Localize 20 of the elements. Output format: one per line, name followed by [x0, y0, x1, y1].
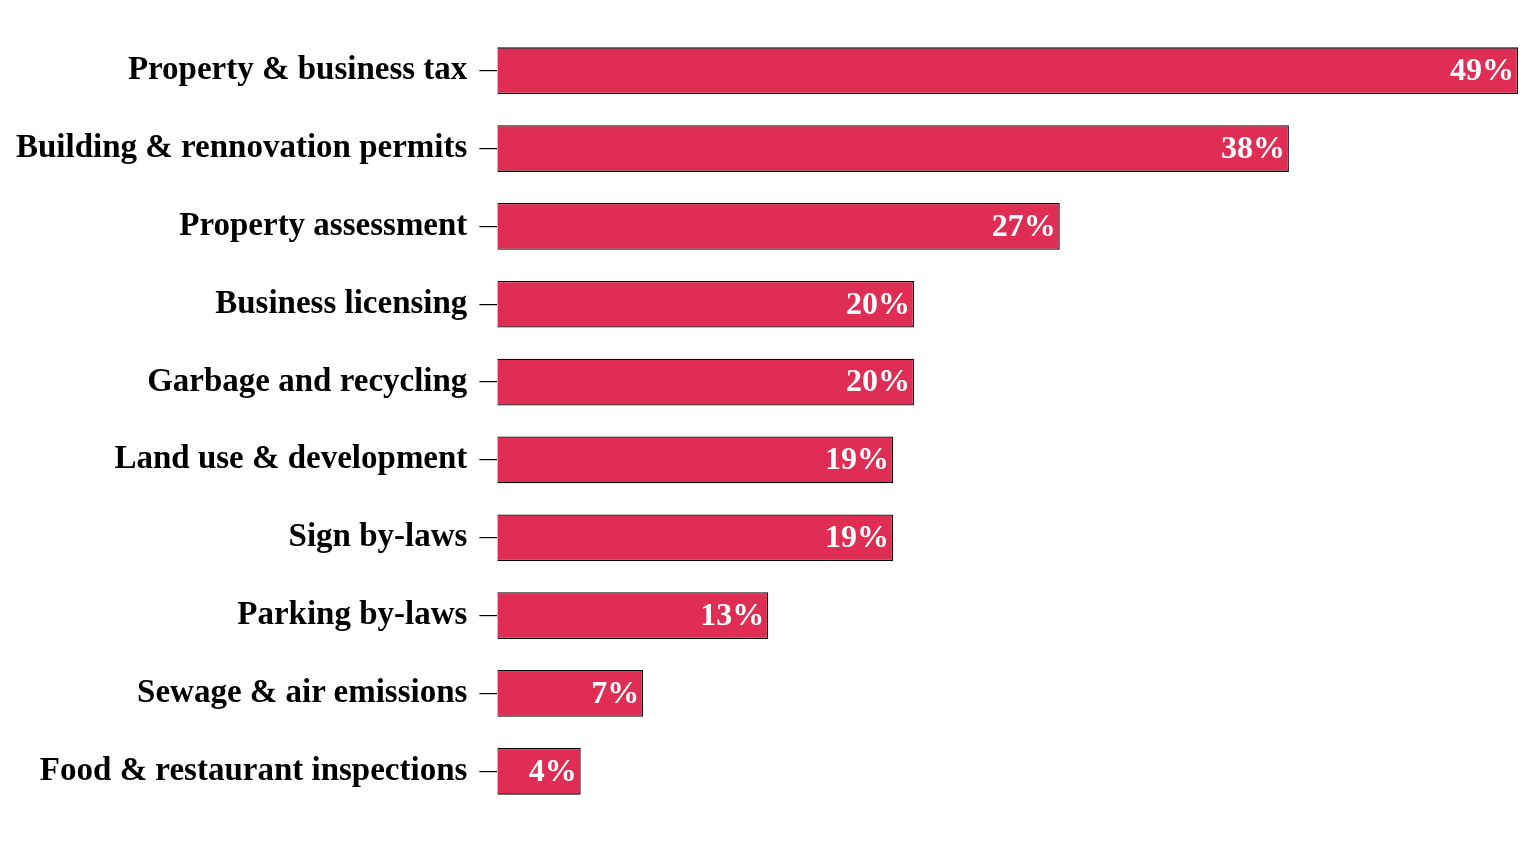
- y-tick-label: Garbage and recycling: [147, 361, 468, 398]
- y-tick-label: Food & restaurant inspections: [39, 750, 468, 787]
- data-label: 7%: [591, 673, 640, 710]
- data-label: 13%: [700, 595, 765, 632]
- y-tick-label: Property & business tax: [127, 50, 468, 87]
- data-label: 20%: [845, 284, 910, 321]
- data-label: 20%: [845, 362, 910, 399]
- data-label: 27%: [991, 206, 1056, 243]
- data-label: 19%: [825, 440, 890, 477]
- data-label: 19%: [825, 518, 890, 555]
- y-tick-label: Building & rennovation permits: [15, 128, 468, 165]
- data-label: 4%: [528, 751, 577, 788]
- y-tick-label: Property assessment: [179, 205, 468, 242]
- y-tick-label: Sign by-laws: [288, 517, 468, 554]
- y-tick-label: Parking by-laws: [237, 595, 468, 632]
- data-label: 38%: [1220, 128, 1285, 165]
- y-tick-label: Business licensing: [215, 283, 468, 320]
- y-tick-label: Land use & development: [114, 439, 468, 476]
- y-tick-label: Sewage & air emissions: [137, 672, 468, 709]
- data-label: 49%: [1450, 50, 1514, 87]
